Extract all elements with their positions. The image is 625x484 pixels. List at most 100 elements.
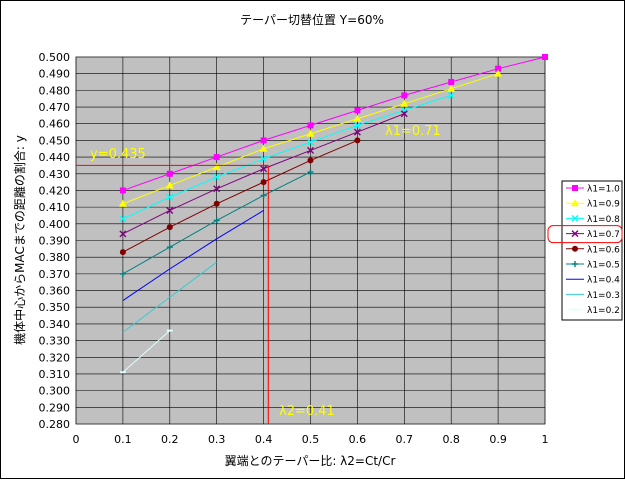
data-point bbox=[119, 270, 126, 277]
x-tick-label: 0.5 bbox=[302, 433, 320, 446]
y-axis-label: 機体中心からMACまでの距離の割合: y bbox=[12, 135, 27, 345]
data-point bbox=[212, 163, 221, 171]
data-point bbox=[166, 224, 173, 231]
legend-item: λ1=0.3 bbox=[566, 291, 620, 301]
data-point bbox=[213, 217, 220, 224]
data-point bbox=[260, 137, 267, 144]
legend-highlight bbox=[547, 225, 623, 244]
data-point bbox=[401, 92, 408, 99]
legend-label: λ1=0.7 bbox=[587, 230, 620, 240]
y-tick-label: 0.480 bbox=[39, 84, 71, 97]
data-point bbox=[119, 215, 127, 223]
x-tick-label: 0 bbox=[73, 433, 80, 446]
data-point bbox=[119, 187, 126, 194]
y-tick-label: 0.410 bbox=[39, 201, 71, 214]
data-point bbox=[166, 244, 173, 251]
y-tick-label: 0.470 bbox=[39, 101, 71, 114]
y-tick-label: 0.440 bbox=[39, 151, 71, 164]
series-8 bbox=[122, 261, 217, 333]
data-point bbox=[307, 146, 314, 154]
legend-marker bbox=[571, 214, 579, 222]
data-point bbox=[494, 69, 503, 77]
x-tick-label: 0.7 bbox=[396, 433, 414, 446]
data-point bbox=[213, 154, 220, 161]
y-tick-label: 0.500 bbox=[39, 51, 71, 64]
reference-lines bbox=[76, 164, 269, 424]
legend-label: λ1=0.8 bbox=[587, 215, 620, 225]
y-tick-label: 0.420 bbox=[39, 184, 71, 197]
x-tick-label: 0.4 bbox=[255, 433, 273, 446]
legend-marker bbox=[572, 245, 578, 252]
x-tick-label: 0.8 bbox=[442, 433, 460, 446]
series-4 bbox=[119, 110, 408, 238]
data-point bbox=[307, 169, 314, 176]
y-tick-label: 0.280 bbox=[39, 418, 71, 431]
x-axis-label: 翼端とのテーパー比: λ2=Ct/Cr bbox=[225, 454, 396, 468]
y-tick-label: 0.290 bbox=[39, 401, 71, 414]
y-tick-label: 0.430 bbox=[39, 168, 71, 181]
y-tick-label: 0.390 bbox=[39, 235, 71, 248]
series-9 bbox=[119, 329, 173, 374]
legend-marker bbox=[571, 199, 579, 207]
data-point bbox=[400, 99, 409, 107]
legend-item: λ1=0.5 bbox=[566, 261, 620, 271]
series-2 bbox=[118, 69, 503, 207]
y-tick-label: 0.340 bbox=[39, 318, 71, 331]
data-point bbox=[119, 249, 126, 256]
legend-item: λ1=0.9 bbox=[566, 199, 620, 210]
legend-item: λ1=1.0 bbox=[566, 185, 620, 195]
data-point bbox=[166, 193, 174, 201]
series-3 bbox=[119, 91, 455, 223]
annotation-y-value: y=0.435 bbox=[90, 147, 146, 162]
data-point bbox=[260, 155, 268, 163]
data-point bbox=[213, 200, 220, 207]
data-point bbox=[166, 170, 173, 177]
y-tick-label: 0.460 bbox=[39, 118, 71, 131]
series-line bbox=[122, 261, 217, 333]
data-point bbox=[119, 230, 127, 238]
y-tick-label: 0.360 bbox=[39, 285, 71, 298]
legend-item: λ1=0.7 bbox=[566, 230, 620, 240]
legend-label: λ1=0.9 bbox=[587, 200, 620, 210]
x-tick-label: 0.3 bbox=[208, 433, 226, 446]
data-point bbox=[260, 179, 267, 186]
data-point bbox=[260, 165, 268, 173]
y-tick-label: 0.370 bbox=[39, 268, 71, 281]
data-point bbox=[542, 54, 548, 60]
legend-label: λ1=1.0 bbox=[587, 185, 620, 195]
data-point bbox=[447, 84, 456, 92]
legend-label: λ1=0.4 bbox=[587, 276, 620, 286]
x-tick-label: 0.9 bbox=[489, 433, 507, 446]
data-point bbox=[259, 144, 268, 152]
data-point bbox=[495, 65, 502, 72]
legend-marker bbox=[572, 185, 578, 191]
x-axis-ticks: 0 0.1 0.2 0.3 0.4 0.5 0.6 0.7 0.8 0.9 1 bbox=[73, 433, 549, 446]
legend-item: λ1=0.2 bbox=[566, 306, 620, 316]
data-point bbox=[447, 91, 455, 99]
data-point bbox=[213, 173, 221, 181]
y-tick-label: 0.310 bbox=[39, 368, 71, 381]
x-tick-label: 0.2 bbox=[161, 433, 179, 446]
y-axis-ticks: 0.280 0.290 0.300 0.310 0.320 0.330 0.340 0.350… bbox=[39, 51, 71, 431]
y-tick-label: 0.350 bbox=[39, 301, 71, 314]
data-point bbox=[353, 128, 361, 136]
y-tick-label: 0.450 bbox=[39, 134, 71, 147]
legend-item: λ1=0.8 bbox=[566, 215, 620, 225]
data-point bbox=[400, 110, 408, 118]
series-line bbox=[122, 330, 171, 373]
legend-marker bbox=[571, 230, 579, 238]
legend-marker bbox=[572, 261, 578, 267]
series-5 bbox=[119, 137, 361, 256]
y-tick-label: 0.320 bbox=[39, 351, 71, 364]
legend-item: λ1=0.4 bbox=[566, 276, 620, 286]
annotation-lambda2-value: λ2=0.41 bbox=[279, 404, 335, 419]
y-tick-label: 0.380 bbox=[39, 251, 71, 264]
y-tick-label: 0.490 bbox=[39, 68, 71, 81]
series-line bbox=[122, 94, 452, 220]
data-point bbox=[118, 199, 127, 207]
data-point bbox=[354, 107, 361, 114]
x-tick-label: 1 bbox=[542, 433, 549, 446]
data-point bbox=[307, 157, 314, 164]
